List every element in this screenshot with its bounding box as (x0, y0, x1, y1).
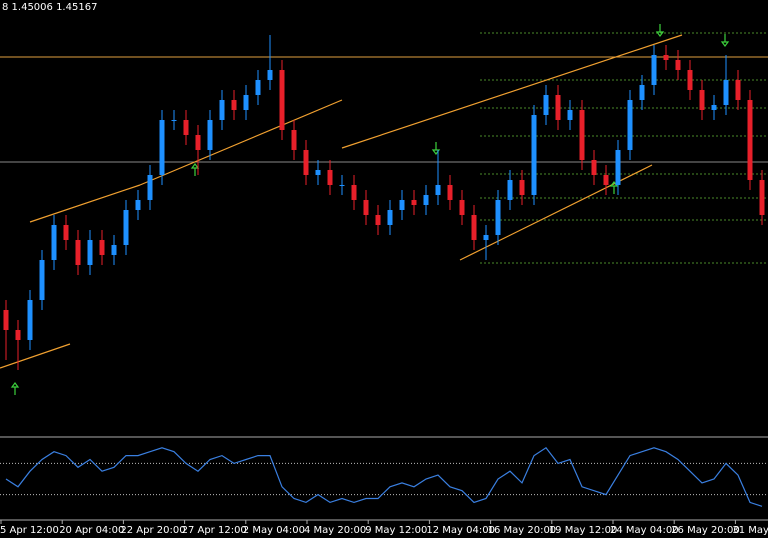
x-tick-label: 19 May 12:00 (549, 525, 618, 536)
candle-body (579, 110, 585, 160)
candle-body (591, 160, 597, 175)
candle-body (399, 200, 405, 210)
candle-body (123, 210, 129, 245)
candle-body (615, 150, 621, 185)
candle-body (327, 170, 333, 185)
x-tick-label: 22 Apr 20:00 (120, 525, 185, 536)
candle-body (183, 120, 189, 135)
candle-body (63, 225, 69, 240)
candle-body (135, 200, 141, 210)
candle-body (51, 225, 57, 260)
x-tick-label: 5 Apr 12:00 (0, 525, 59, 536)
candle-body (531, 115, 537, 195)
candle-body (195, 135, 201, 150)
candle-body (375, 215, 381, 225)
candle-body (387, 210, 393, 225)
candle-body (303, 150, 309, 175)
candle-body (291, 130, 297, 150)
candle-body (507, 180, 513, 200)
candle-body (315, 170, 321, 175)
candle-body (639, 85, 645, 100)
x-tick-label: 24 May 04:00 (610, 525, 679, 536)
candle-body (27, 300, 33, 340)
candle-body (735, 80, 741, 100)
candle-body (99, 240, 105, 255)
candle-body (435, 185, 441, 195)
candle-body (447, 185, 453, 200)
candle-body (603, 175, 609, 185)
x-tick-label: 20 Apr 04:00 (59, 525, 124, 536)
x-tick-label: 9 May 12:00 (365, 525, 427, 536)
candle-body (363, 200, 369, 215)
candle-body (687, 70, 693, 90)
candle-body (663, 55, 669, 60)
candle-body (495, 200, 501, 235)
oscillator-line (5, 446, 763, 507)
candle-body (339, 185, 345, 186)
candle-body (519, 180, 525, 195)
x-tick-label: 26 May 20:00 (671, 525, 740, 536)
candle-body (423, 195, 429, 205)
candle-body (711, 105, 717, 110)
candle-body (207, 120, 213, 150)
candle-body (15, 330, 21, 340)
candle-body (279, 70, 285, 130)
x-tick-label: 12 May 04:00 (426, 525, 495, 536)
candle-body (723, 80, 729, 105)
header-text: 8 1.45006 1.45167 (2, 2, 97, 13)
candle-body (147, 175, 153, 200)
candle-body (651, 55, 657, 85)
candle-body (759, 180, 765, 215)
candle-body (411, 200, 417, 205)
candle-body (351, 185, 357, 200)
candle-body (543, 95, 549, 115)
candle-body (87, 240, 93, 265)
candle-body (3, 310, 9, 330)
candle-body (159, 120, 165, 175)
trend-lines (0, 34, 683, 369)
x-tick-label: 16 May 20:00 (488, 525, 557, 536)
fib-levels (480, 32, 768, 264)
candle-body (567, 110, 573, 120)
x-tick-label: 27 Apr 12:00 (182, 525, 247, 536)
candle-body (471, 215, 477, 240)
candle-body (699, 90, 705, 110)
candle-body (255, 80, 261, 95)
candle-body (39, 260, 45, 300)
x-tick-label: 31 May 1 (732, 525, 768, 536)
x-tick-label: 2 May 04:00 (243, 525, 305, 536)
candle-body (231, 100, 237, 110)
candle-body (219, 100, 225, 120)
candle-body (627, 100, 633, 150)
candle-body (555, 95, 561, 120)
candle-body (171, 120, 177, 121)
candle-body (483, 235, 489, 240)
candle-body (675, 60, 681, 70)
candle-body (747, 100, 753, 180)
x-tick-label: 4 May 20:00 (304, 525, 366, 536)
candle-body (243, 95, 249, 110)
candle-body (459, 200, 465, 215)
candle-body (111, 245, 117, 255)
candle-body (75, 240, 81, 265)
candle-body (267, 70, 273, 80)
